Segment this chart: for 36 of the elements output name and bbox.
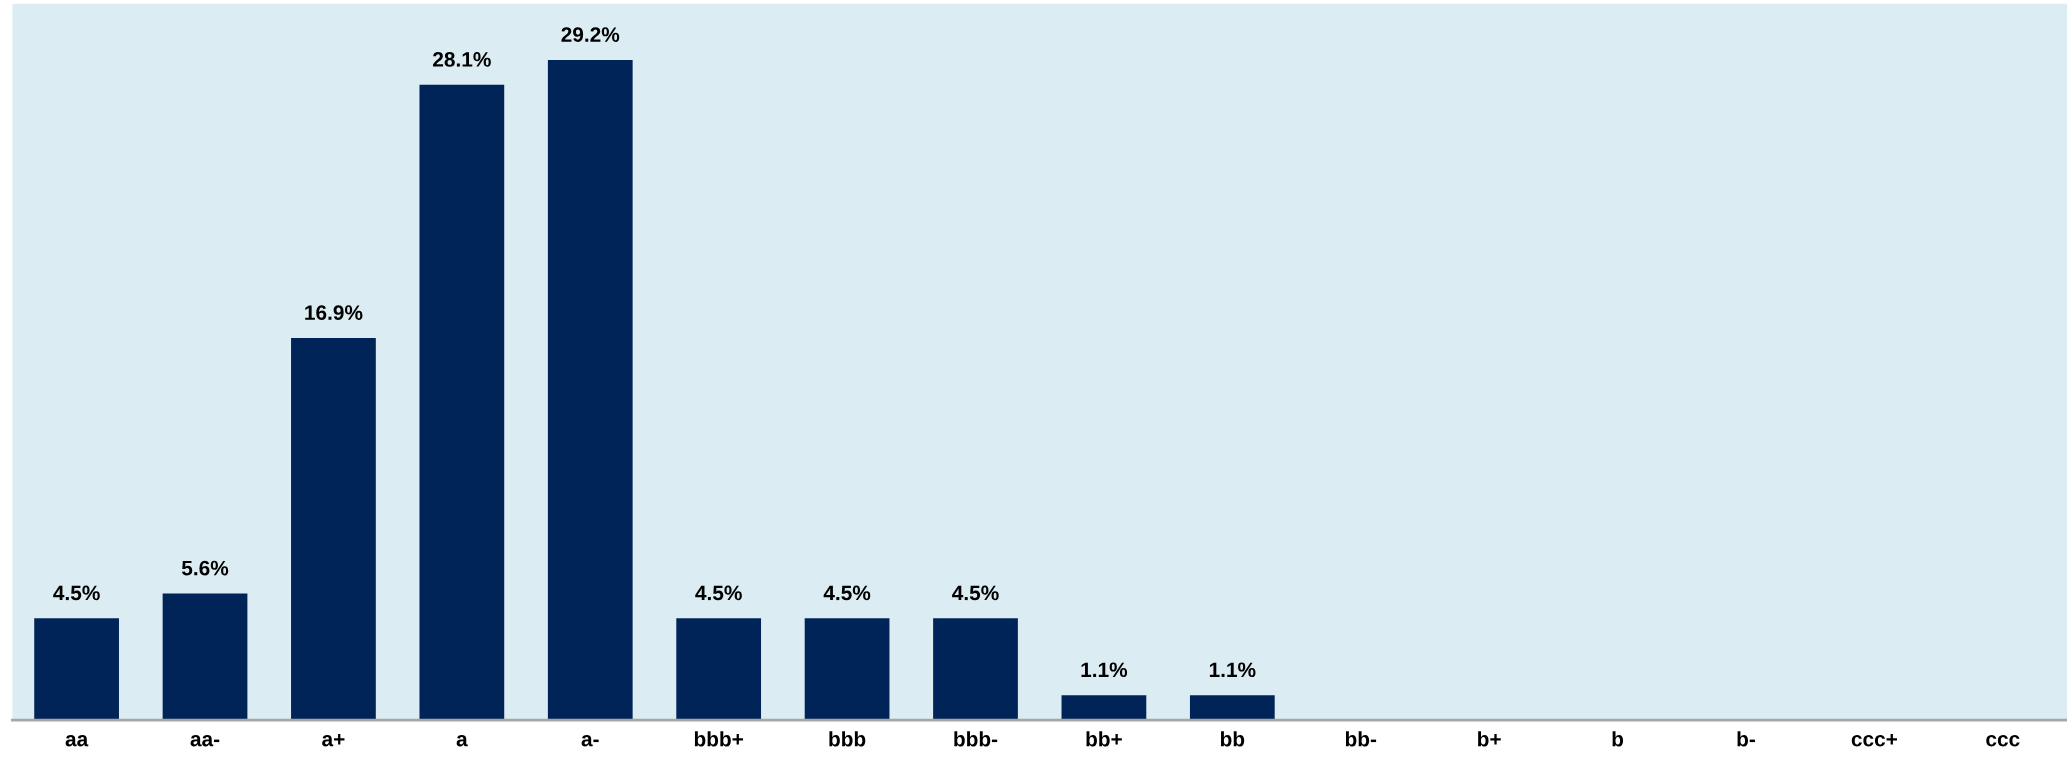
x-tick-label: aa- <box>190 735 220 747</box>
data-label: 29.2% <box>561 27 620 42</box>
bar <box>34 618 119 721</box>
x-tick-label: bbb <box>829 731 866 747</box>
bar <box>291 338 376 721</box>
x-tick-label: a+ <box>322 734 345 747</box>
x-tick-label: bbb- <box>954 731 998 747</box>
bar <box>1189 695 1275 721</box>
x-tick-label: bbb+ <box>694 731 743 747</box>
x-tick-label: bb- <box>1345 731 1377 747</box>
data-label: 4.5% <box>695 585 742 601</box>
x-tick-label: a- <box>581 735 599 747</box>
bar <box>162 593 248 721</box>
data-label: 4.5% <box>53 585 100 601</box>
bar <box>804 618 890 721</box>
data-label: 4.5% <box>823 585 871 601</box>
bar <box>676 618 762 721</box>
x-tick-label: aa <box>65 735 89 747</box>
x-tick-label: ccc+ <box>1851 734 1897 747</box>
x-tick-label: b- <box>1737 731 1755 747</box>
data-label: 16.9% <box>305 305 363 320</box>
bar <box>1061 695 1147 721</box>
x-tick-label: b+ <box>1478 731 1501 747</box>
bar <box>547 59 633 721</box>
data-label: 28.1% <box>433 52 491 67</box>
x-tick-label: bb+ <box>1086 731 1122 747</box>
x-tick-label: bb <box>1220 731 1245 747</box>
bar <box>933 618 1018 721</box>
data-label: 1.1% <box>1209 662 1256 678</box>
data-label: 5.6% <box>181 560 229 576</box>
x-tick-label: b <box>1612 731 1624 747</box>
data-label: 1.1% <box>1081 662 1128 678</box>
data-label: 4.5% <box>952 585 999 601</box>
bar <box>419 84 505 721</box>
x-tick-label: ccc <box>1986 735 2020 747</box>
x-tick-label: a <box>456 735 468 747</box>
